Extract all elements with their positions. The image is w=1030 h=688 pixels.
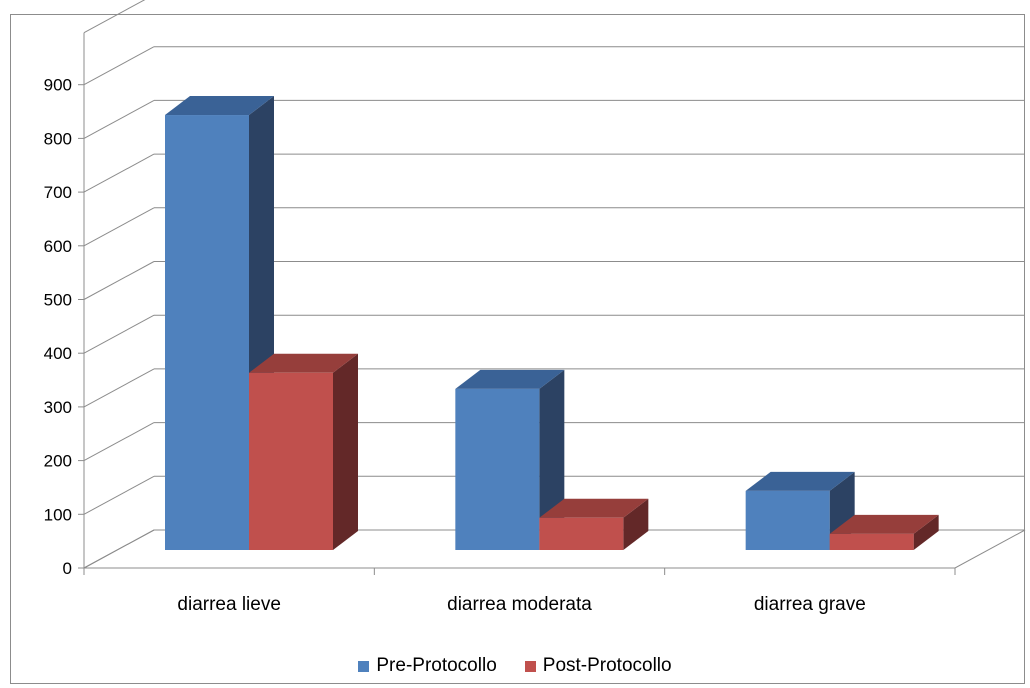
bar-top	[745, 471, 855, 491]
axes	[78, 32, 956, 575]
bar-pre-1	[165, 96, 274, 550]
y-tick-label: 100	[44, 505, 72, 524]
y-tick-label: 300	[44, 398, 72, 417]
gridline-side	[83, 368, 155, 408]
y-tick-label: 700	[44, 183, 72, 202]
x-category-label: diarrea moderata	[447, 594, 592, 615]
y-tick-label: 0	[63, 559, 72, 578]
gridline-side	[83, 153, 155, 193]
x-category-label: diarrea lieve	[177, 594, 281, 615]
bar-post-3	[829, 514, 939, 550]
legend: Pre-Protocollo Post-Protocollo	[0, 652, 1030, 680]
gridline-side	[83, 46, 155, 86]
bar-side	[623, 498, 649, 550]
gridline-side	[83, 422, 155, 462]
bar-post-1	[249, 353, 358, 550]
bar-top	[165, 96, 274, 116]
y-tick-label: 500	[44, 291, 72, 310]
bar-top	[249, 353, 358, 373]
bar-chart: 0 100 200 300 400 500 600 700 800 900 diarrea lie…	[44, 0, 1026, 615]
legend-swatch-pre	[358, 660, 370, 672]
bar-post-2	[539, 498, 649, 550]
legend-item-post: Post-Protocollo	[524, 655, 672, 677]
y-tick-label: 800	[44, 129, 72, 148]
x-category-label: diarrea grave	[754, 594, 866, 615]
y-tick-label: 600	[44, 237, 72, 256]
bar-pre-2	[455, 369, 565, 550]
bar-side	[333, 353, 358, 550]
bar-front	[455, 388, 540, 550]
bar-front	[829, 533, 914, 550]
y-tick-label: 200	[44, 452, 72, 471]
y-tick-label: 900	[44, 76, 72, 95]
gridline-side	[83, 314, 155, 354]
gridline-side	[83, 475, 155, 515]
gridline-side	[83, 207, 155, 247]
bar-front	[745, 490, 830, 550]
legend-item-pre: Pre-Protocollo	[358, 655, 497, 677]
gridline-side	[83, 99, 155, 139]
bar-top	[539, 498, 649, 518]
bar-front	[249, 372, 333, 550]
x-axis-category-labels: diarrea lieve diarrea moderata diarrea gra…	[177, 594, 865, 615]
y-tick-label: 400	[44, 344, 72, 363]
bar-top	[829, 514, 939, 534]
bar-side	[913, 514, 939, 550]
gridline-side	[83, 529, 155, 569]
legend-label-post: Post-Protocollo	[542, 655, 672, 676]
legend-swatch-post	[524, 660, 536, 672]
legend-label-pre: Pre-Protocollo	[376, 655, 497, 676]
y-axis-tick-labels: 0 100 200 300 400 500 600 700 800 900	[44, 76, 72, 578]
gridline-side	[83, 261, 155, 300]
bar-top	[455, 369, 565, 389]
bar-front	[539, 517, 624, 550]
bars	[165, 96, 939, 550]
bar-front	[165, 115, 249, 550]
side-wall-top	[83, 0, 146, 34]
